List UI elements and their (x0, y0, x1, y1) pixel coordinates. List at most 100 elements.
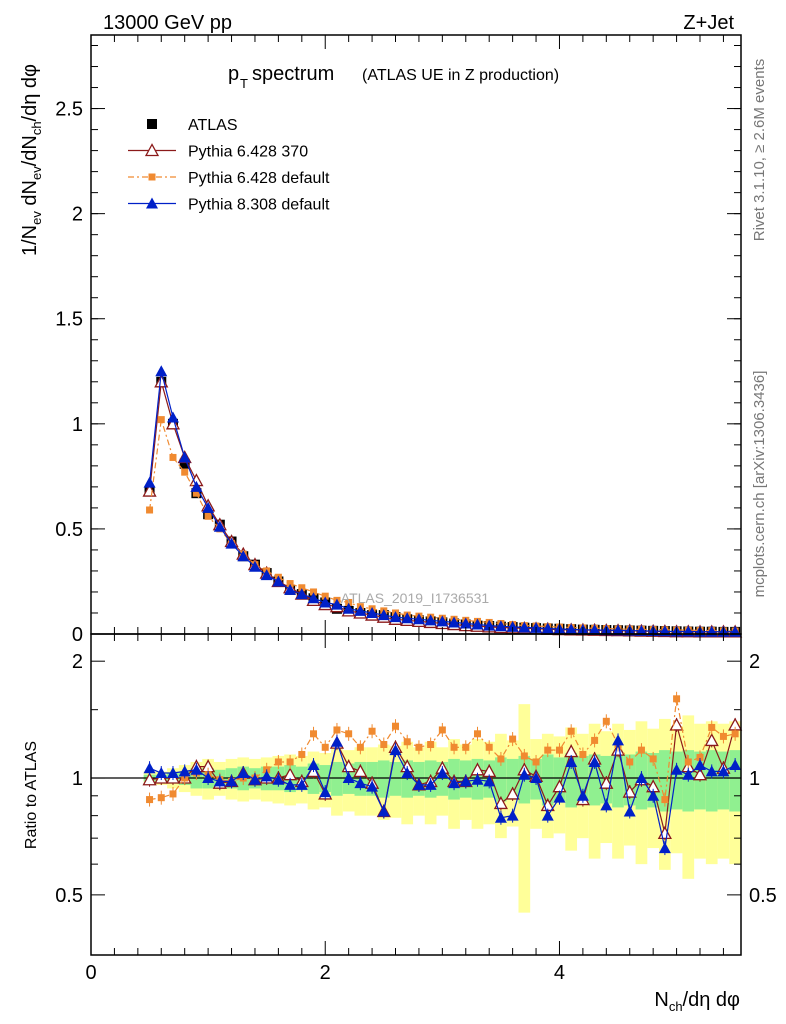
data-point (225, 537, 238, 549)
data-point (704, 733, 719, 747)
data-point (146, 506, 154, 514)
data-point (179, 458, 190, 469)
data-point (319, 596, 332, 608)
y-tick-label: 2 (72, 204, 83, 226)
data-point (696, 753, 704, 761)
data-point (157, 416, 165, 424)
data-point (483, 775, 496, 787)
data-point (248, 773, 261, 785)
data-point (684, 758, 692, 766)
data-point (588, 624, 601, 636)
data-point (142, 772, 157, 786)
data-point (520, 752, 528, 760)
band-inner (729, 750, 741, 812)
data-point (345, 730, 353, 738)
data-point (555, 746, 563, 754)
data-point (485, 743, 493, 751)
data-point (505, 786, 520, 800)
data-point (673, 695, 681, 703)
data-point (310, 730, 318, 738)
data-point (272, 773, 285, 785)
data-point (579, 750, 587, 758)
legend-marker (146, 197, 158, 209)
data-point (565, 755, 578, 767)
data-point (248, 560, 261, 572)
data-point (295, 778, 308, 790)
data-point (403, 738, 411, 746)
data-point (623, 805, 636, 817)
data-point (588, 755, 601, 767)
data-point (330, 735, 343, 747)
ratio-y-tick-label-right: 1 (749, 768, 760, 790)
data-point (143, 762, 156, 774)
data-point (380, 741, 388, 749)
data-point (169, 453, 177, 461)
data-point (509, 735, 517, 743)
title-main: p (228, 63, 239, 85)
data-point (530, 772, 543, 784)
data-point (658, 842, 671, 854)
panel-frame (90, 633, 742, 956)
data-point (237, 767, 250, 779)
data-point (471, 618, 484, 630)
data-point (459, 617, 472, 629)
main-y-axis-label: 1/Nev dNev/dNch/dη dφ (19, 64, 44, 256)
data-point (178, 765, 191, 777)
data-point (462, 743, 470, 751)
ratio-panel: 0.5 0.5 1 1 2 2 0 2 4 (55, 633, 777, 984)
data-point (155, 767, 168, 779)
y-tick-label: 0.5 (55, 519, 83, 541)
legend-marker (148, 173, 156, 181)
data-point (459, 775, 472, 787)
data-point (412, 613, 425, 625)
data-point (424, 614, 437, 626)
legend-marker (144, 143, 160, 157)
data-point (518, 621, 531, 633)
y-tick-label: 1.5 (55, 309, 83, 331)
header-energy: 13000 GeV pp (103, 12, 232, 34)
data-point (284, 583, 297, 595)
main-ylabel-text: 1/Nev dNev/dNch/dη dφ (19, 64, 44, 256)
data-point (471, 773, 484, 785)
band-inner (670, 751, 683, 810)
side-label-rivet: Rivet 3.1.10, ≥ 2.6M events (751, 59, 768, 242)
data-point (274, 758, 282, 766)
data-point (473, 730, 481, 738)
data-point (146, 796, 154, 804)
data-point (260, 569, 273, 581)
data-point (708, 723, 716, 731)
data-point (448, 777, 461, 789)
data-point (506, 809, 519, 821)
data-point (494, 620, 507, 632)
data-point (591, 736, 599, 744)
header-process: Z+Jet (683, 12, 734, 34)
data-point (669, 717, 684, 731)
data-point (518, 768, 531, 780)
data-point (166, 767, 179, 779)
data-point (436, 615, 449, 627)
data-point (661, 796, 669, 804)
data-point (366, 606, 379, 618)
data-point (190, 480, 203, 492)
data-point (553, 791, 566, 803)
data-point (424, 778, 437, 790)
data-point (190, 763, 203, 775)
title-note: (ATLAS UE in Z production) (362, 67, 559, 84)
data-point (272, 575, 285, 587)
y-tick-label: 2.5 (55, 99, 83, 121)
data-point (649, 755, 657, 763)
band-inner (565, 753, 578, 808)
data-point (694, 759, 707, 771)
data-point (155, 365, 168, 377)
legend-marker (147, 119, 157, 129)
y-tick-label: 0 (72, 624, 83, 646)
data-point (612, 734, 625, 746)
ratio-xlabel: Nch/dη dφ (654, 989, 740, 1014)
band-inner (623, 754, 636, 806)
data-point (321, 743, 329, 751)
data-point (307, 759, 320, 771)
data-point (143, 476, 156, 488)
data-point (166, 411, 179, 423)
data-point (284, 778, 297, 790)
band-inner (377, 760, 390, 798)
